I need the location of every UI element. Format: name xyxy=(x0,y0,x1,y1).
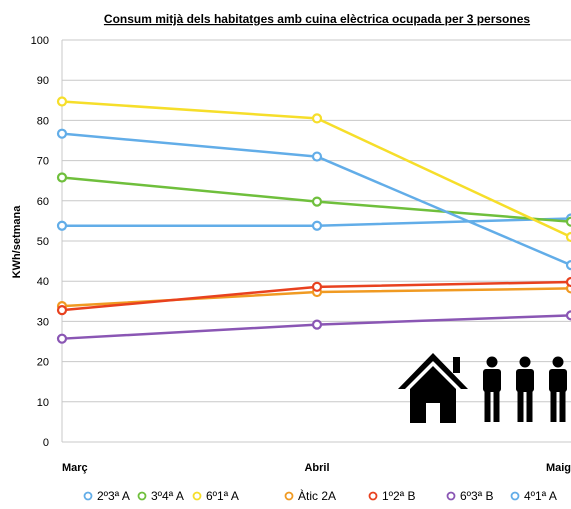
legend-marker xyxy=(284,491,294,501)
legend-label: 6º3ª B xyxy=(460,489,494,503)
y-tick-label: 0 xyxy=(43,437,49,449)
data-point xyxy=(311,113,323,124)
data-point xyxy=(565,231,571,243)
legend-label: Àtic 2A xyxy=(298,488,336,503)
data-point xyxy=(565,276,571,288)
y-tick-label: 10 xyxy=(37,397,49,409)
y-tick-label: 100 xyxy=(31,35,49,47)
legend-marker xyxy=(83,491,93,501)
legend: 2º3ª A 3º4ª A 6º1ª A Àtic 2A 1º2ª B 6º3ª B 4º1… xyxy=(83,488,557,503)
chart-title: Consum mitjà dels habitatges amb cuina e… xyxy=(104,12,530,26)
x-tick-label: Maig xyxy=(546,462,571,474)
legend-item: 3º4ª A xyxy=(137,489,184,503)
legend-marker xyxy=(446,491,456,501)
legend-label: 2º3ª A xyxy=(97,489,130,503)
data-point xyxy=(311,151,323,162)
y-tick-label: 20 xyxy=(37,357,49,369)
y-axis-label: KWh/setmana xyxy=(11,205,23,279)
y-tick-label: 70 xyxy=(37,156,49,168)
legend-item: 6º1ª A xyxy=(192,489,239,503)
x-tick-label: Març xyxy=(62,462,88,474)
series-group xyxy=(56,96,571,344)
legend-marker xyxy=(510,491,520,501)
legend-label: 4º1ª A xyxy=(524,489,557,503)
data-point xyxy=(311,319,323,330)
data-point xyxy=(56,305,68,316)
legend-marker xyxy=(368,491,378,501)
legend-label: 3º4ª A xyxy=(151,489,184,503)
x-tick-label: Abril xyxy=(304,462,329,474)
data-point xyxy=(56,220,68,231)
legend-label: 6º1ª A xyxy=(206,489,239,503)
legend-marker xyxy=(137,491,147,501)
data-point xyxy=(565,310,571,321)
data-point xyxy=(311,220,323,231)
data-point xyxy=(311,281,323,292)
y-tick-label: 30 xyxy=(37,316,49,328)
data-point xyxy=(56,96,68,107)
data-point xyxy=(311,196,323,207)
data-point xyxy=(56,172,68,183)
legend-marker xyxy=(192,491,202,501)
x-axis-ticks: Març Abril Maig xyxy=(62,462,571,474)
series-line xyxy=(56,128,571,271)
data-point xyxy=(565,260,571,271)
series-line xyxy=(56,276,571,316)
series-line xyxy=(56,213,571,231)
legend-label: 1º2ª B xyxy=(382,489,416,503)
series-line xyxy=(56,96,571,243)
series-line xyxy=(56,172,571,227)
y-tick-label: 50 xyxy=(37,236,49,248)
y-tick-label: 80 xyxy=(37,115,49,127)
data-point xyxy=(56,128,68,139)
y-tick-label: 40 xyxy=(37,276,49,288)
y-tick-label: 90 xyxy=(37,75,49,87)
family-of-three-icon xyxy=(483,356,567,422)
legend-item: 6º3ª B xyxy=(446,489,494,503)
legend-item: 4º1ª A xyxy=(510,489,557,503)
legend-item: 1º2ª B xyxy=(368,489,416,503)
house-icon xyxy=(398,353,468,423)
legend-item: Àtic 2A xyxy=(284,488,336,503)
y-tick-label: 60 xyxy=(37,196,49,208)
data-point xyxy=(56,333,68,344)
legend-item: 2º3ª A xyxy=(83,489,130,503)
data-point xyxy=(565,216,571,227)
y-axis-ticks: 0 10 20 30 40 50 60 70 80 90 100 xyxy=(31,35,49,449)
series-line xyxy=(56,310,571,344)
